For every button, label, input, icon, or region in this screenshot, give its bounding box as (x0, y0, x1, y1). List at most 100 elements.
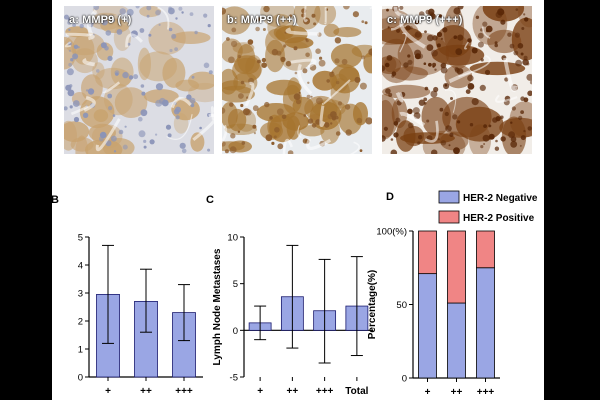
cell-nucleus (252, 105, 259, 112)
stroma-fiber (125, 33, 143, 48)
stain-blob (143, 89, 179, 104)
cell-nucleus (511, 106, 516, 111)
cell-nucleus (452, 114, 458, 120)
stain-blob (95, 67, 132, 90)
cell-nucleus (100, 42, 107, 49)
cell-nucleus (265, 134, 273, 142)
cell-nucleus (329, 71, 335, 78)
cell-nucleus (426, 119, 430, 123)
cell-nucleus (252, 124, 257, 129)
cell-nucleus (518, 115, 523, 120)
cell-nucleus (313, 22, 317, 26)
cell-nucleus (135, 6, 140, 9)
cell-nucleus (207, 148, 211, 152)
cell-nucleus (430, 90, 438, 98)
cell-nucleus (442, 27, 448, 33)
cell-nucleus (65, 84, 72, 91)
cell-nucleus (171, 33, 177, 39)
cell-nucleus (161, 99, 169, 107)
cell-nucleus (146, 6, 152, 11)
stroma-fiber (83, 96, 96, 112)
cell-nucleus (141, 91, 146, 96)
cell-nucleus (432, 35, 438, 41)
stain-blob (333, 27, 362, 38)
cell-nucleus (110, 135, 117, 142)
cell-nucleus (155, 9, 161, 16)
cell-nucleus (111, 18, 115, 23)
cell-nucleus (523, 55, 528, 60)
cell-nucleus (488, 124, 492, 128)
stain-blob (432, 44, 485, 66)
cell-nucleus (488, 133, 495, 140)
cell-nucleus (495, 139, 498, 143)
cell-nucleus (523, 129, 526, 133)
stain-blob (114, 87, 148, 118)
stain-blob (382, 94, 399, 138)
cell-nucleus (510, 121, 513, 124)
stain-blob (222, 38, 243, 63)
cell-nucleus (515, 59, 522, 67)
cell-nucleus (138, 116, 143, 122)
stain-blob (384, 56, 397, 73)
stroma-fiber (282, 138, 293, 154)
stain-blob (382, 38, 415, 84)
cell-nucleus (330, 122, 333, 125)
cell-nucleus (494, 41, 498, 45)
cell-nucleus (494, 146, 500, 151)
cell-nucleus (122, 71, 129, 79)
cell-nucleus (229, 146, 237, 154)
cell-nucleus (283, 44, 287, 48)
cell-nucleus (395, 117, 401, 123)
micrograph-panel-c: c: MMP9 (+++) (382, 6, 532, 154)
chart-B-y-tick-label: 5 (78, 233, 83, 244)
cell-nucleus (407, 54, 411, 58)
chart-D-legend-swatch (438, 210, 460, 224)
cell-nucleus (72, 100, 80, 107)
cell-nucleus (477, 32, 484, 39)
cell-nucleus (432, 62, 437, 67)
cell-nucleus (386, 8, 389, 12)
cell-nucleus (440, 62, 447, 69)
cell-nucleus (527, 90, 532, 97)
cell-nucleus (319, 56, 323, 60)
cell-nucleus (122, 144, 128, 150)
cell-nucleus (179, 142, 186, 149)
chart-C-y-tick-label: 0 (233, 326, 238, 337)
cell-nucleus (228, 56, 235, 64)
stroma-fiber (399, 32, 407, 53)
cell-nucleus (303, 114, 307, 117)
cell-nucleus (423, 97, 428, 102)
stain-blob (234, 55, 260, 75)
stroma-fiber (211, 106, 214, 120)
cell-nucleus (222, 107, 226, 114)
cell-nucleus (457, 120, 461, 124)
cell-nucleus (308, 118, 314, 124)
chart-C-panel-letter: C (206, 194, 214, 206)
stroma-fiber (319, 105, 326, 127)
cell-nucleus (431, 149, 438, 154)
cell-nucleus (480, 145, 484, 149)
cell-nucleus (407, 17, 413, 22)
stain-blob (235, 109, 257, 132)
cell-nucleus (407, 122, 414, 129)
cell-nucleus (482, 134, 490, 142)
micrograph-c-label: c: MMP9 (+++) (387, 14, 463, 26)
cell-nucleus (504, 77, 509, 82)
cell-nucleus (229, 102, 234, 107)
cell-nucleus (500, 136, 506, 142)
cell-nucleus (514, 32, 520, 38)
cell-nucleus (302, 68, 308, 74)
cell-nucleus (407, 108, 413, 115)
chart-D-y-tick-label: 100(%) (376, 227, 407, 238)
cell-nucleus (311, 123, 317, 128)
cell-nucleus (365, 117, 372, 125)
stroma-fiber (102, 81, 121, 94)
cell-nucleus (175, 17, 178, 20)
chart-B-x-tick-label: + (105, 386, 111, 397)
cell-nucleus (126, 8, 134, 16)
cell-nucleus (293, 46, 298, 51)
cell-nucleus (70, 58, 74, 62)
cell-nucleus (440, 37, 443, 40)
stroma-fiber (444, 89, 457, 113)
cell-nucleus (500, 115, 504, 119)
